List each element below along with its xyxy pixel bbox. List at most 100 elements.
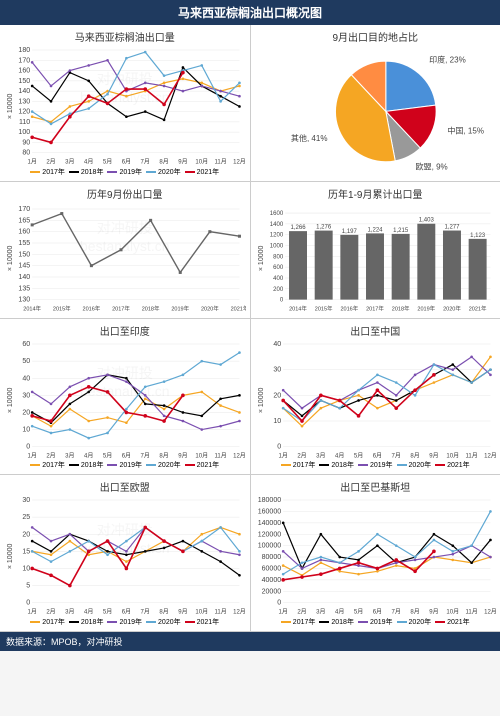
svg-text:160000: 160000 [257,509,281,516]
svg-text:1,403: 1,403 [418,218,434,224]
svg-text:1000: 1000 [269,243,283,249]
chart2-svg: 印度, 23%中国, 15%欧盟, 9%其他, 41% [255,46,497,177]
svg-text:8月: 8月 [159,609,168,616]
chart3-title: 历年9月份出口量 [4,186,246,201]
svg-text:2014年: 2014年 [23,304,41,312]
svg-text:12月: 12月 [233,452,245,459]
svg-text:135: 135 [18,285,30,292]
svg-text:1,224: 1,224 [367,227,383,233]
svg-text:0: 0 [26,600,30,607]
svg-text:4月: 4月 [84,609,93,616]
svg-text:10月: 10月 [195,452,208,459]
svg-text:9月: 9月 [178,159,187,166]
svg-text:3月: 3月 [316,452,325,459]
svg-text:2019年: 2019年 [171,304,189,312]
svg-text:160: 160 [18,68,30,75]
svg-text:11月: 11月 [465,609,477,616]
svg-text:20: 20 [22,532,30,539]
svg-text:4月: 4月 [84,452,93,459]
svg-text:11月: 11月 [214,159,226,166]
svg-text:5月: 5月 [353,452,362,459]
svg-text:2月: 2月 [46,452,55,459]
svg-text:1200: 1200 [269,233,283,239]
svg-text:80000: 80000 [261,554,281,561]
svg-text:6月: 6月 [122,452,131,459]
svg-text:3月: 3月 [65,609,74,616]
svg-text:1月: 1月 [278,452,287,459]
svg-text:1,197: 1,197 [341,229,357,235]
svg-text:7月: 7月 [391,452,400,459]
chart-china: 出口至中国 010203040× 100001月2月3月4月5月6月7月8月9月… [250,319,500,475]
svg-text:7月: 7月 [141,452,150,459]
chart2-title: 9月出口目的地占比 [255,29,497,44]
svg-text:11月: 11月 [214,452,226,459]
svg-text:170: 170 [18,206,30,213]
svg-text:20: 20 [22,409,30,416]
svg-text:180000: 180000 [257,497,281,504]
svg-text:0: 0 [277,443,281,450]
svg-text:× 10000: × 10000 [7,93,14,119]
svg-text:8月: 8月 [410,609,419,616]
svg-text:2018年: 2018年 [142,304,160,312]
chart7-title: 出口至欧盟 [4,479,246,494]
svg-text:150: 150 [18,78,30,85]
dashboard: 马来西亚棕榈油出口概况图 马来西亚棕榈油出口量 对冲研投bestanalyst.… [0,0,500,651]
svg-text:1,123: 1,123 [470,233,486,239]
svg-text:120000: 120000 [257,532,281,539]
svg-text:2019年: 2019年 [417,304,435,312]
svg-text:30: 30 [22,497,30,504]
svg-text:1月: 1月 [27,609,36,616]
svg-text:10: 10 [273,418,281,425]
svg-text:9月: 9月 [429,609,438,616]
chart3-svg: 130135140145150155160165170× 100002014年2… [4,203,246,314]
svg-text:60: 60 [22,341,30,348]
svg-text:15: 15 [22,549,30,556]
svg-text:× 10000: × 10000 [7,245,14,271]
svg-text:800: 800 [273,254,284,260]
svg-text:1400: 1400 [269,222,283,228]
svg-text:2月: 2月 [46,609,55,616]
svg-text:9月: 9月 [178,609,187,616]
svg-text:7月: 7月 [141,609,150,616]
svg-text:10月: 10月 [446,609,459,616]
chart-india: 出口至印度 对冲研投bestanalyst.cn 0102030405060× … [0,319,250,475]
svg-text:130: 130 [18,98,30,105]
chart4-title: 历年1-9月累计出口量 [255,186,497,201]
svg-text:50: 50 [22,358,30,365]
svg-text:2月: 2月 [297,609,306,616]
chart4-svg: 02004006008001000120014001600× 100001,26… [255,203,497,314]
svg-text:1,215: 1,215 [393,228,409,234]
svg-text:10: 10 [22,566,30,573]
chart8-svg: 0200004000060000800001000001200001400001… [255,496,497,617]
svg-text:8月: 8月 [159,159,168,166]
svg-text:6月: 6月 [122,159,131,166]
svg-text:4月: 4月 [335,452,344,459]
svg-text:1月: 1月 [278,609,287,616]
svg-text:0: 0 [279,297,283,303]
svg-text:8月: 8月 [410,452,419,459]
svg-text:2020年: 2020年 [201,304,219,312]
svg-text:12月: 12月 [233,159,245,166]
svg-text:130: 130 [18,296,30,303]
svg-text:1月: 1月 [27,452,36,459]
svg-text:× 10000: × 10000 [7,387,14,413]
svg-text:8月: 8月 [159,452,168,459]
svg-text:2017年: 2017年 [366,304,384,312]
chart8-title: 出口至巴基斯坦 [255,479,497,494]
header-title: 马来西亚棕榈油出口概况图 [0,0,500,25]
svg-text:12月: 12月 [484,452,496,459]
chart1-svg: 8090100110120130140150160170180× 100001月… [4,46,246,167]
svg-text:40000: 40000 [261,577,281,584]
svg-text:40: 40 [22,375,30,382]
svg-text:2月: 2月 [46,159,55,166]
svg-text:5月: 5月 [103,452,112,459]
svg-text:5月: 5月 [353,609,362,616]
svg-text:40: 40 [273,341,281,348]
svg-text:11月: 11月 [465,452,477,459]
svg-text:90: 90 [22,139,30,146]
svg-text:160: 160 [18,229,30,236]
svg-text:10: 10 [22,426,30,433]
svg-text:2018年: 2018年 [391,304,409,312]
svg-text:2021年: 2021年 [231,304,246,312]
svg-text:2021年: 2021年 [468,304,486,312]
